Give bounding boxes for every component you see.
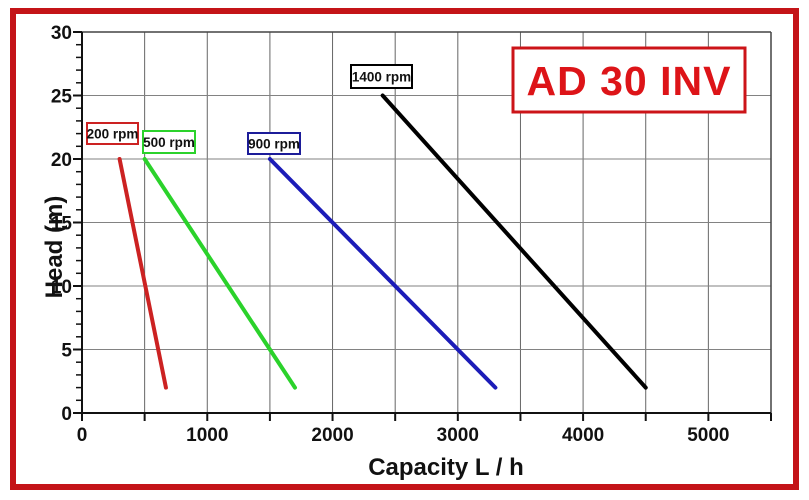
x-tick-label-2000: 2000: [311, 425, 353, 446]
x-tick-label-3000: 3000: [437, 425, 479, 446]
series-label-1400-rpm: 1400 rpm: [352, 70, 411, 85]
model-badge-box: [511, 46, 747, 114]
grid: [82, 32, 771, 413]
x-tick-label-5000: 5000: [687, 425, 729, 446]
series-labels: 200 rpm 500 rpm 900 rpm 1400 rpm: [86, 64, 413, 155]
series-label-900-rpm: 900 rpm: [248, 137, 300, 152]
series-line-200-rpm: [117, 157, 168, 390]
series-label-box-1400-rpm: [350, 64, 413, 89]
series-line-900-rpm: [267, 157, 498, 390]
tick-labels: 0 1000 2000 3000 4000 5000 0 5 10 15 20 25 30: [51, 23, 730, 446]
series-label-box-900-rpm: [247, 132, 301, 155]
model-badge: AD 30 INV: [511, 46, 747, 114]
y-axis-title: Head (m): [41, 196, 68, 299]
y-tick-label-25: 25: [51, 87, 73, 108]
x-tick-label-1000: 1000: [186, 425, 228, 446]
series-line-500-rpm: [142, 157, 297, 390]
series-label-200-rpm: 200 rpm: [87, 127, 139, 142]
x-axis-title: Capacity L / h: [368, 454, 524, 481]
series-lines: [117, 93, 648, 390]
model-badge-label: AD 30 INV: [527, 58, 732, 104]
y-tick-label-0: 0: [61, 404, 72, 425]
outer-red-frame: [10, 8, 799, 490]
series-label-box-200-rpm: [86, 122, 139, 145]
y-tick-label-15: 15: [51, 214, 73, 235]
y-tick-label-10: 10: [51, 277, 72, 298]
x-tick-label-4000: 4000: [562, 425, 604, 446]
y-tick-label-5: 5: [61, 341, 72, 362]
series-label-500-rpm: 500 rpm: [143, 135, 195, 150]
x-tick-label-0: 0: [77, 425, 88, 446]
y-tick-label-30: 30: [51, 23, 72, 44]
axis-ticks: [73, 31, 772, 421]
series-line-1400-rpm: [380, 93, 648, 390]
y-axis-title-group: Head (m): [41, 196, 68, 299]
series-label-box-500-rpm: [142, 130, 196, 154]
y-tick-label-20: 20: [51, 150, 72, 171]
